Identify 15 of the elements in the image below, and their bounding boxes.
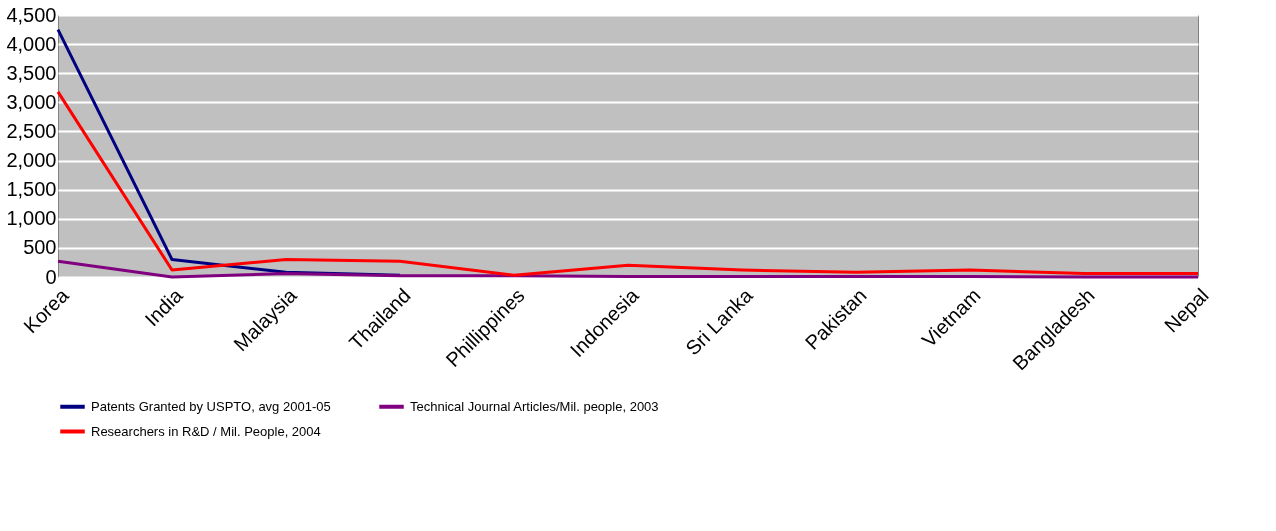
y-tick-label: 3,500 [6,61,57,84]
line-series [56,259,1200,279]
legend-label: Technical Journal Articles/Mil. people, 2003 [410,398,659,414]
y-tick-label: 4,000 [6,32,57,55]
line-series [56,90,1200,277]
y-tick-label: 2,500 [6,119,57,142]
y-tick-label: 1,000 [6,207,57,230]
legend-label: Researchers in R&D / Mil. People, 2004 [91,423,321,439]
y-tick-label: 500 [23,236,57,259]
y-tick-label: 2,000 [6,149,57,172]
legend-label: Patents Granted by USPTO, avg 2001-05 [91,398,331,414]
y-tick-label: 0 [45,265,57,288]
y-tick-label: 3,000 [6,90,57,113]
y-tick-label: 1,500 [6,178,57,201]
y-tick-label: 4,500 [6,3,57,26]
